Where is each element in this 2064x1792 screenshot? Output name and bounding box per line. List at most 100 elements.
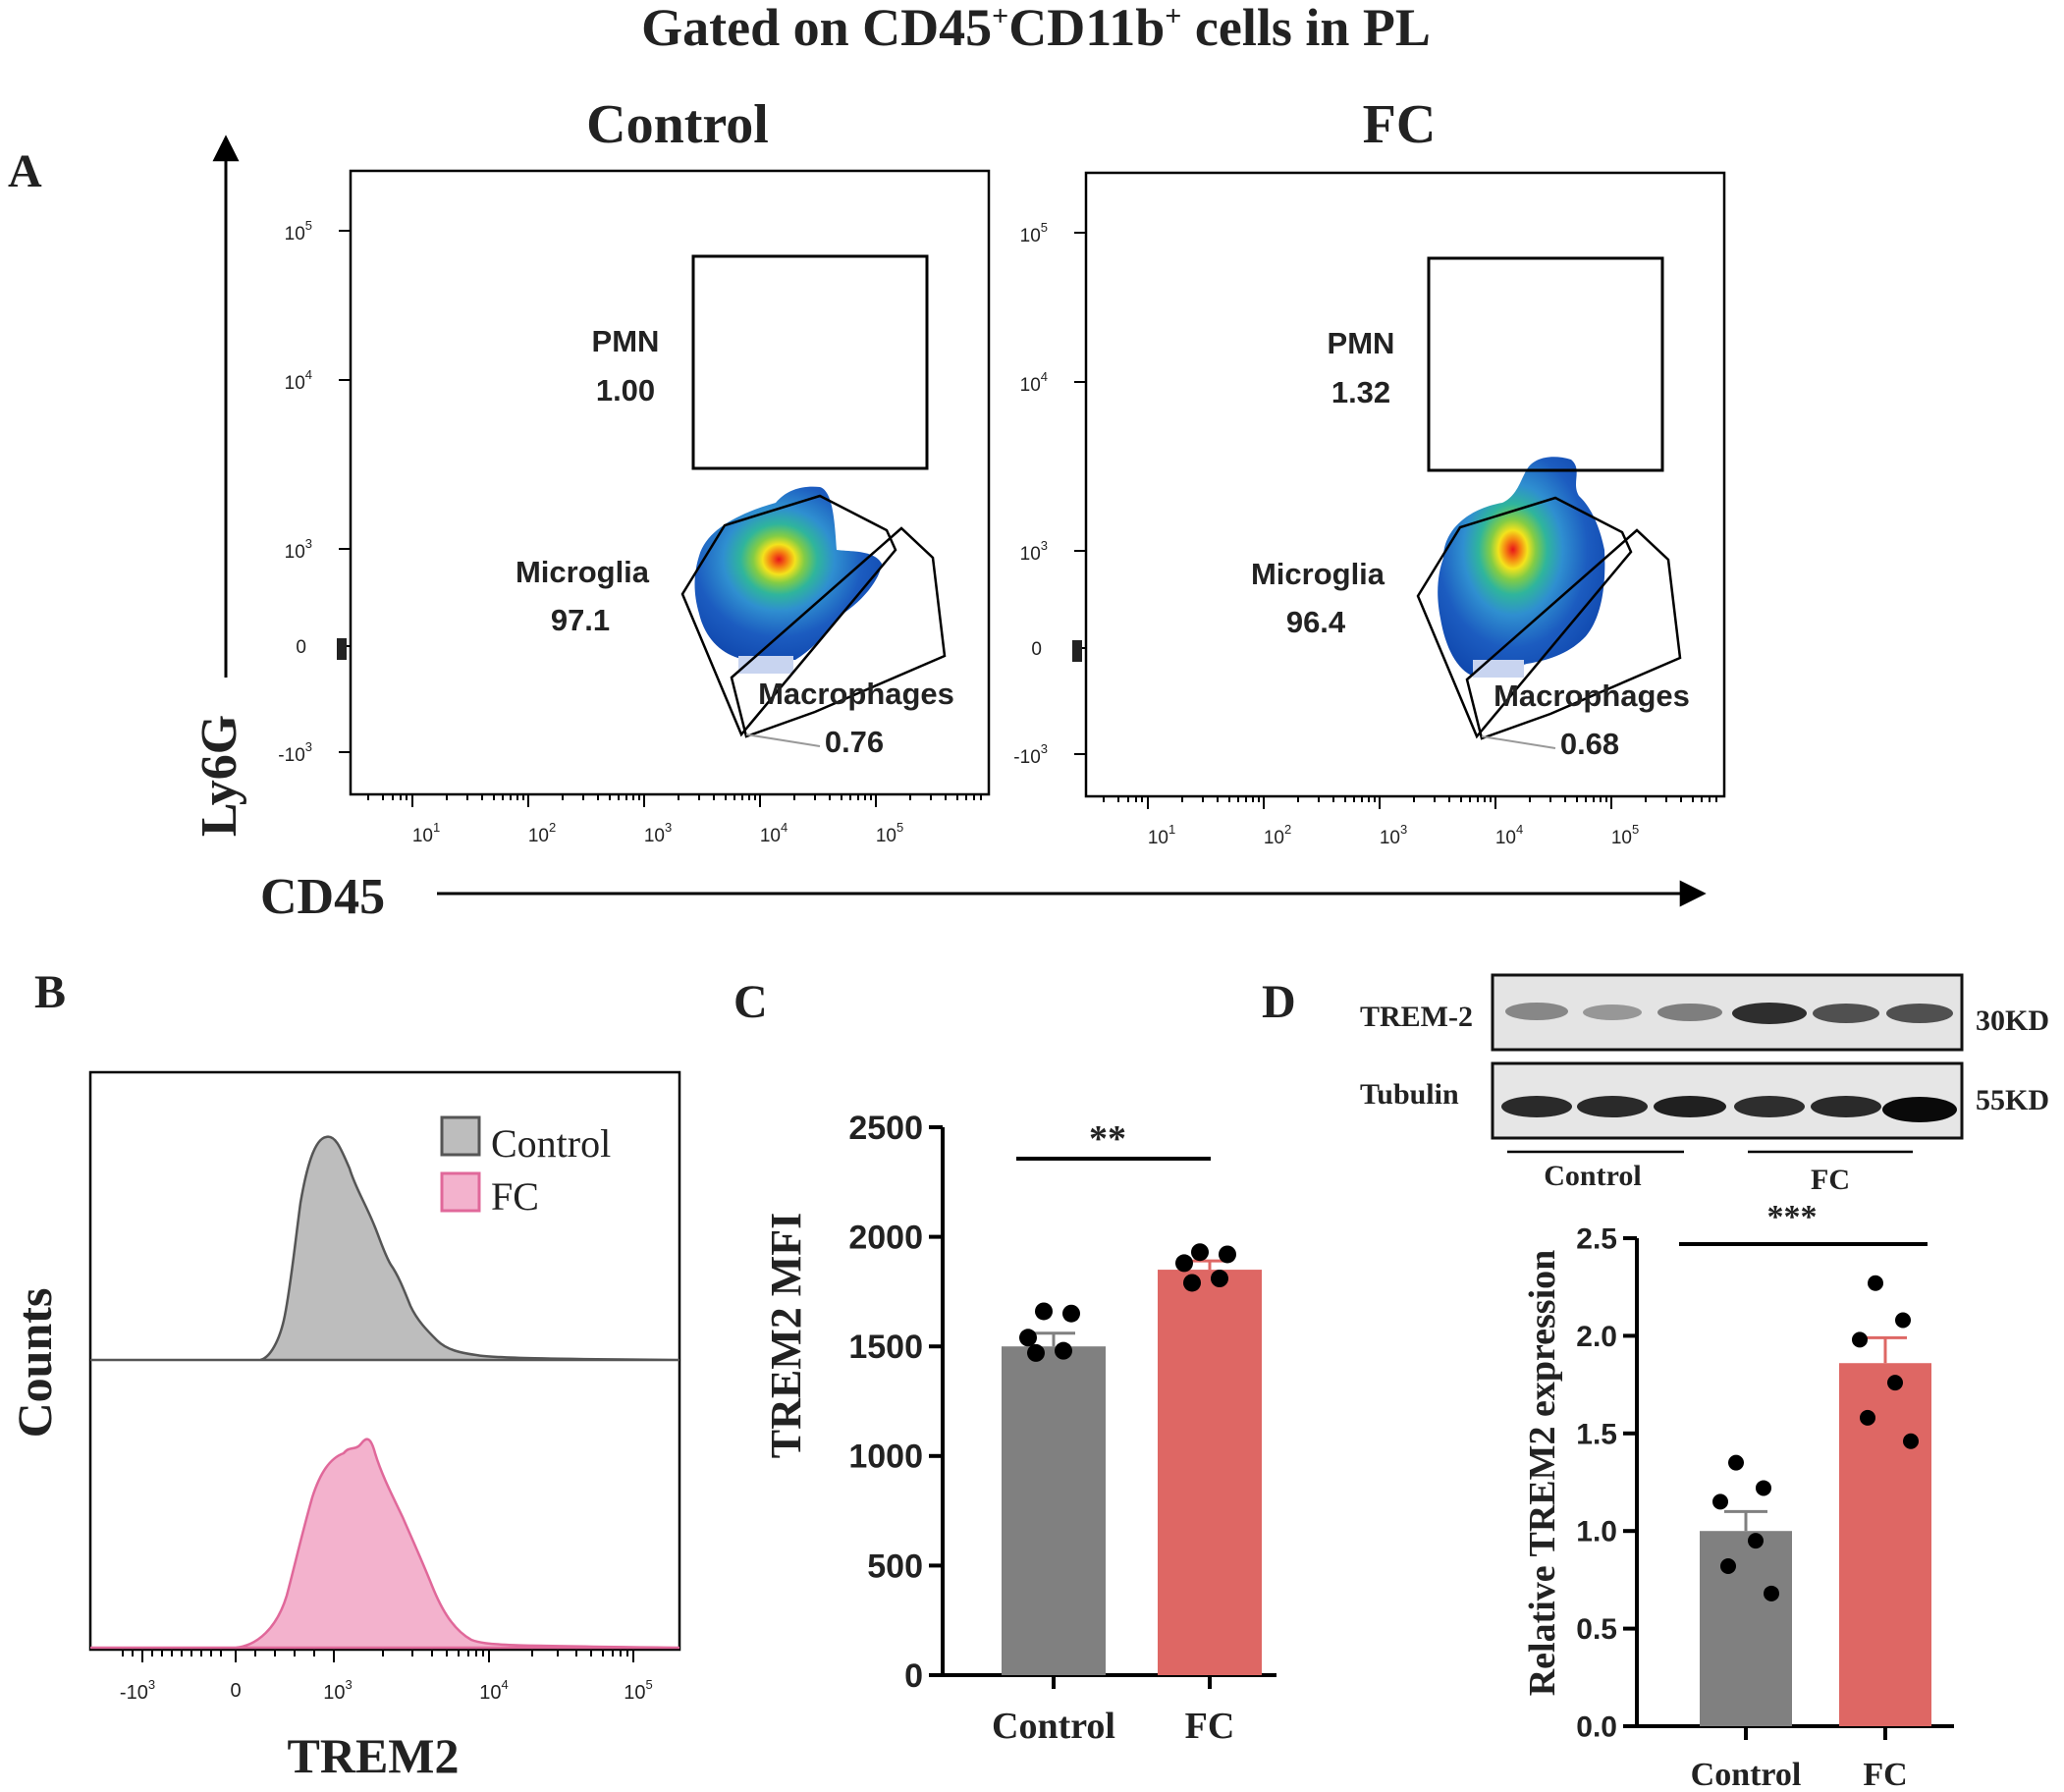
data-point [1027,1343,1045,1362]
legend-swatch-control [440,1115,481,1157]
blot-strip-trem2 [1491,973,1964,1052]
data-point [1852,1331,1868,1348]
data-point [1055,1341,1072,1360]
x-tick-label: 103 [644,820,672,846]
gate-pmn [1427,256,1664,472]
y-axis-label-ly6g: Ly6G [191,715,247,837]
band [1654,1096,1726,1117]
histogram-panel: Control FC -103 0 103 104 105 TREM2 Coun… [7,1070,681,1783]
y-ticks [1074,232,1086,755]
gate-label-pmn: PMN [592,324,660,358]
western-blot: TREM-2 Tubulin 30KD 55KD Control FC [1360,973,2049,1196]
x-tick-label: -103 [120,1677,155,1704]
y-ticks [339,230,351,753]
x-tick-label: 102 [528,820,556,846]
band [1886,1004,1953,1023]
bar-chart-c-marks: 0 500 1000 1500 2000 2500 Control FC [848,1110,1276,1747]
y-tick-label: 103 [1020,538,1048,565]
bar-fc [1158,1270,1262,1675]
data-point [1183,1274,1201,1292]
panel-b-label: B [34,966,66,1018]
gate-value-macrophages: 0.76 [825,725,884,759]
gate-microglia [1416,496,1633,739]
y-tick-label: 2.5 [1576,1223,1617,1256]
y-tick-label: 0 [904,1657,923,1695]
band [1657,1004,1722,1021]
gate-label-leader [745,733,821,747]
y-tick-label: 0.5 [1576,1613,1617,1646]
x-tick-label: 0 [230,1680,241,1702]
legend-label-fc: FC [491,1174,539,1219]
x-tick-label: 105 [1611,822,1639,848]
band [1505,1003,1568,1020]
data-point [1860,1409,1875,1426]
data-point [1728,1454,1744,1471]
x-tick-label: 101 [1148,822,1175,848]
band [1732,1003,1807,1024]
band [1501,1096,1572,1117]
x-tick-label: 105 [624,1677,652,1704]
band [1813,1004,1879,1023]
flow-plot-control: 105 104 103 0 -103 101 102 103 104 105 [278,169,991,846]
data-point [1062,1304,1080,1323]
density-cloud [694,486,882,660]
figure-title: Gated on CD45+CD11b+ cells in PL [641,0,1431,57]
data-point [1903,1433,1919,1449]
data-point [1868,1275,1883,1291]
plot-frame [1084,171,1726,798]
y-axis-label-counts: Counts [7,1288,62,1439]
y-tick-label: 1000 [848,1439,923,1476]
x-tick-label: 102 [1264,822,1291,848]
x-tick-label: 104 [1495,822,1523,848]
data-point [1191,1243,1209,1262]
histogram-control [90,1135,680,1362]
x-ticks [1103,796,1717,809]
x-tick-label: 104 [760,820,788,846]
data-point [1748,1533,1764,1549]
y-tick-label: 105 [1020,220,1048,246]
y-tick-label: 0 [1031,639,1042,660]
y-tick-label: 500 [867,1548,923,1585]
blot-size-trem2: 30KD [1976,1005,2049,1037]
panel-a-label: A [8,145,42,197]
data-point [1756,1480,1771,1496]
band [1577,1096,1648,1117]
y-tick-label: 1500 [848,1329,923,1366]
bar-control [1700,1531,1792,1726]
data-point [1712,1493,1728,1510]
y-tick-label: 0.0 [1576,1711,1617,1744]
data-point [1219,1245,1236,1264]
data-point [1035,1302,1053,1321]
legend-swatch-fc [440,1171,481,1213]
x-tick-label: FC [1863,1757,1907,1792]
gate-label-microglia: Microglia [1251,557,1385,591]
plot-title-fc: FC [1363,94,1437,155]
y-axis-label: Relative TREM2 expression [1522,1250,1563,1697]
plot-frame [349,169,991,796]
blot-bands-tubulin [1501,1096,1957,1122]
blot-bands-trem2 [1505,1003,1953,1024]
gate-macrophages [730,526,947,738]
y-tick-label: 1.5 [1576,1418,1617,1450]
y-tick-label: 103 [285,536,312,563]
gate-microglia [680,494,897,737]
blot-strip-tubulin [1491,1061,1964,1140]
gate-label-macrophages: Macrophages [1494,679,1690,713]
significance-label: ** [1089,1118,1126,1160]
x-tick-label: 105 [876,820,903,846]
gate-label-macrophages: Macrophages [758,677,954,711]
y-axis-label: TREM2 MFI [762,1213,810,1459]
blot-label-tubulin: Tubulin [1360,1078,1459,1111]
band [1734,1096,1805,1117]
bar-control [1002,1346,1106,1675]
x-tick-label: Control [992,1706,1115,1747]
x-tick-label: FC [1185,1706,1235,1747]
flow-plot-fc: 105 104 103 0 -103 101 102 103 104 105 [1013,171,1726,848]
data-point [1019,1329,1037,1347]
x-axis-label-trem2: TREM2 [288,1728,460,1783]
y-tick-label: 0 [296,637,306,658]
x-ticks [367,794,982,807]
y-tick-label: -103 [278,739,312,766]
